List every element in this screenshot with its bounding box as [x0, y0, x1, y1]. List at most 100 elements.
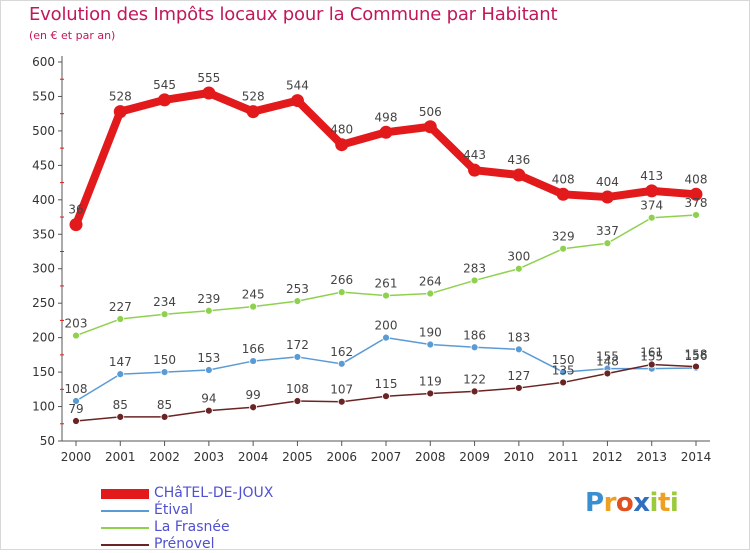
data-label: 329: [552, 230, 575, 244]
data-point: [382, 333, 390, 342]
data-point: [158, 93, 172, 107]
legend-swatch: [101, 543, 149, 546]
data-label: 85: [157, 398, 172, 412]
data-point: [72, 397, 80, 405]
data-label: 443: [463, 148, 486, 162]
data-point: [160, 368, 169, 376]
data-point: [204, 306, 213, 315]
data-label: 261: [375, 277, 398, 291]
x-tick-label: 2002: [149, 450, 180, 464]
data-label: 79: [68, 402, 83, 416]
data-point: [379, 125, 393, 139]
data-label: 99: [246, 388, 261, 402]
data-point: [249, 357, 258, 365]
data-point: [647, 360, 656, 369]
data-point: [204, 406, 213, 415]
data-label: 122: [463, 372, 486, 386]
data-label: 528: [109, 90, 132, 104]
x-tick-label: 2004: [238, 450, 269, 464]
chart-title: Evolution des Impôts locaux pour la Comm…: [29, 4, 558, 25]
legend-swatch: [101, 488, 149, 499]
legend-item-la-frasnee[interactable]: La Frasnée: [101, 519, 273, 536]
data-point: [202, 86, 216, 100]
y-tick-label: 350: [32, 227, 55, 241]
legend-swatch: [101, 526, 149, 529]
data-label: 150: [153, 353, 176, 367]
data-label: 153: [197, 351, 220, 365]
x-tick-label: 2005: [282, 450, 313, 464]
data-point: [512, 168, 526, 182]
legend-item-prenovel[interactable]: Prénovel: [101, 536, 273, 553]
logo-letter: t: [657, 488, 670, 518]
data-point: [337, 359, 346, 368]
data-point: [468, 163, 482, 177]
x-tick-label: 2012: [592, 450, 623, 464]
data-label: 156: [685, 349, 708, 363]
data-label: 264: [419, 275, 442, 289]
data-point: [514, 345, 523, 354]
data-point: [69, 218, 83, 232]
data-label: 408: [685, 172, 708, 186]
data-point: [160, 310, 169, 319]
y-tick-label: 500: [32, 124, 55, 138]
y-tick-label: 550: [32, 89, 55, 103]
data-point: [603, 239, 612, 248]
x-tick-label: 2014: [681, 450, 712, 464]
legend: CHâTEL-DE-JOUX Étival La Frasnée Prénove…: [101, 485, 273, 553]
logo-letter: i: [649, 488, 659, 518]
data-point: [290, 94, 304, 108]
legend-label: CHâTEL-DE-JOUX: [154, 485, 274, 501]
y-tick-label: 400: [32, 193, 55, 207]
data-point: [559, 368, 568, 376]
data-point: [423, 120, 437, 134]
logo-letter: P: [585, 488, 604, 518]
data-point: [116, 370, 125, 379]
data-point: [72, 417, 80, 425]
data-label: 203: [65, 317, 88, 331]
legend-item-chatel-de-joux[interactable]: CHâTEL-DE-JOUX: [101, 485, 273, 502]
data-label: 506: [419, 105, 442, 119]
logo-letter: i: [669, 488, 679, 518]
legend-label: Prénovel: [154, 536, 215, 552]
data-point: [293, 397, 302, 405]
data-point: [645, 184, 659, 198]
data-label: 150: [552, 353, 575, 367]
legend-label: Étival: [154, 502, 193, 518]
data-label: 94: [201, 392, 216, 406]
x-tick-label: 2003: [194, 450, 225, 464]
data-point: [249, 403, 258, 412]
data-point: [113, 105, 127, 119]
data-label: 155: [640, 350, 663, 364]
y-tick-label: 450: [32, 158, 55, 172]
data-label: 408: [552, 172, 575, 186]
data-point: [160, 412, 169, 421]
x-tick-label: 2007: [371, 450, 402, 464]
data-point: [293, 297, 302, 306]
logo-letter: o: [615, 488, 634, 518]
data-point: [426, 340, 435, 349]
data-label: 135: [552, 363, 575, 377]
data-label: 245: [242, 288, 265, 302]
data-label: 147: [109, 355, 132, 369]
data-point: [647, 213, 656, 222]
data-label: 480: [330, 123, 353, 137]
data-label: 378: [685, 196, 708, 210]
y-tick-label: 600: [32, 55, 55, 69]
data-label: 119: [419, 374, 442, 388]
data-label: 108: [65, 382, 88, 396]
data-point: [335, 138, 349, 152]
data-label: 85: [113, 398, 128, 412]
data-label: 283: [463, 261, 486, 275]
legend-item-etival[interactable]: Étival: [101, 502, 273, 519]
x-tick-label: 2008: [415, 450, 446, 464]
data-label: 200: [375, 319, 398, 333]
data-label: 161: [640, 346, 663, 360]
data-point: [470, 276, 479, 285]
data-label: 155: [596, 350, 619, 364]
data-label: 300: [507, 250, 530, 264]
data-point: [559, 244, 568, 253]
data-point: [692, 211, 700, 219]
data-point: [692, 362, 700, 371]
